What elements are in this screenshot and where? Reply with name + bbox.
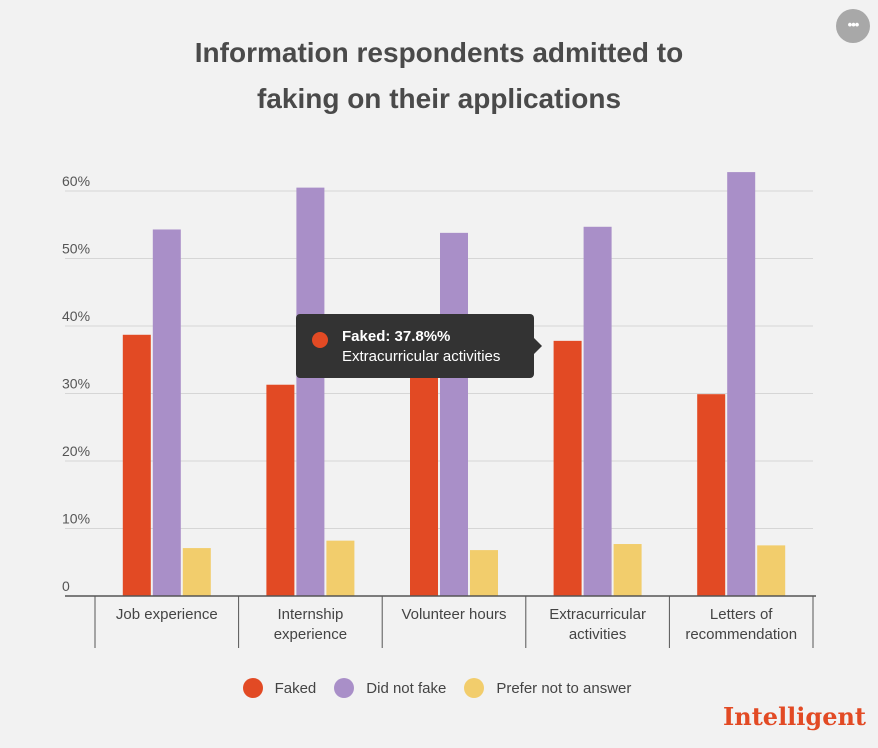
legend-item[interactable]: Faked (242, 678, 317, 698)
y-tick-label: 40% (62, 308, 90, 324)
x-category-label: Volunteer hours (401, 606, 506, 623)
x-category-label: Letters of (710, 606, 773, 623)
bar-faked[interactable] (266, 384, 295, 596)
legend-item[interactable]: Prefer not to answer (464, 678, 631, 698)
x-category-label: Internship (277, 606, 343, 623)
bar-did-not-fake[interactable] (296, 187, 325, 596)
bars (122, 172, 786, 596)
bar-prefer-not-to-answer[interactable] (326, 540, 355, 596)
bar-prefer-not-to-answer[interactable] (470, 550, 498, 596)
bar-tooltip: Faked: 37.8%% Extracurricular activities (296, 314, 542, 378)
tooltip-category: Extracurricular activities (342, 348, 501, 365)
legend-label: Prefer not to answer (496, 679, 632, 697)
tooltip-color-dot (312, 332, 328, 348)
more-options-button[interactable]: ••• (836, 9, 870, 43)
chart-title: Information respondents admitted to fakin… (0, 30, 878, 122)
y-tick-label: 30% (62, 376, 90, 392)
tooltip-value: Faked: 37.8%% (342, 328, 451, 345)
brand-logo: Intelligent (723, 702, 866, 731)
x-category-label: Extracurricular (549, 606, 646, 623)
bar-did-not-fake[interactable] (152, 229, 181, 596)
bar-prefer-not-to-answer[interactable] (613, 544, 642, 596)
bar-did-not-fake[interactable] (440, 232, 468, 596)
legend-swatch (464, 678, 485, 698)
legend-swatch (334, 678, 355, 698)
bar-did-not-fake[interactable] (583, 226, 612, 596)
x-category-label: activities (569, 626, 627, 643)
y-tick-label: 60% (62, 173, 90, 189)
y-tick-label: 0 (62, 578, 70, 594)
y-tick-label: 20% (62, 443, 90, 459)
bar-chart: 0 10% 20% 30% 40% 50% 60% Job experience Intern… (62, 172, 816, 648)
x-category-label: experience (274, 626, 347, 643)
y-tick-label: 50% (62, 241, 90, 257)
chart-title-line-1: Information respondents admitted to (194, 37, 684, 68)
x-category-label: recommendation (685, 626, 797, 643)
bar-faked[interactable] (122, 334, 151, 596)
bar-prefer-not-to-answer[interactable] (182, 548, 211, 596)
bar-prefer-not-to-answer[interactable] (757, 545, 786, 596)
y-tick-label: 10% (62, 511, 90, 527)
bar-faked[interactable] (553, 340, 582, 596)
legend-swatch (242, 678, 263, 698)
bar-faked[interactable] (697, 394, 726, 596)
chart-title-line-2: faking on their applications (256, 83, 622, 114)
bar-faked[interactable] (410, 374, 438, 596)
legend: Faked Did not fake Prefer not to answer (0, 678, 878, 698)
y-axis-ticks: 0 10% 20% 30% 40% 50% 60% (62, 173, 90, 594)
legend-label: Faked (274, 679, 317, 697)
legend-item[interactable]: Did not fake (334, 678, 446, 698)
x-axis: Job experience Internship experience Volunt… (65, 595, 816, 648)
legend-label: Did not fake (366, 679, 447, 697)
x-category-label: Job experience (116, 606, 218, 623)
bar-did-not-fake[interactable] (727, 172, 756, 596)
